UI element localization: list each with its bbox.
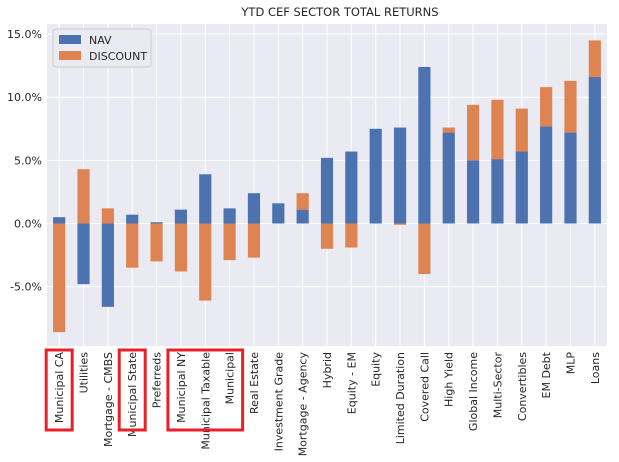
x-tick-label-municipal-ca: Municipal CA (53, 352, 66, 424)
x-tick-label-multi-sector: Multi-Sector (491, 352, 504, 419)
bar-nav-municipal-taxable (199, 174, 212, 224)
bar-discount-em-debt (540, 87, 553, 127)
x-tick-label-municipal-ny: Municipal NY (175, 352, 188, 423)
bar-nav-municipal-ca (53, 217, 66, 224)
bar-discount-mortgage-agency (296, 193, 309, 210)
x-tick-label-preferreds: Preferreds (151, 352, 164, 408)
legend-label-discount: DISCOUNT (89, 50, 147, 63)
bar-nav-municipal (223, 208, 236, 224)
legend-swatch-discount (59, 51, 81, 60)
y-tick-label: 0.0% (14, 218, 42, 231)
highlight-box (117, 348, 147, 432)
bar-discount-global-income (467, 104, 480, 161)
bar-nav-investment-grade (272, 203, 285, 224)
bar-nav-covered-call (418, 66, 431, 224)
bar-nav-limited-duration (393, 127, 407, 224)
bars (53, 40, 601, 333)
y-tick-label: 15.0% (7, 28, 42, 41)
highlight-box (44, 348, 74, 432)
legend-swatch-nav (59, 35, 81, 44)
x-tick-label-mlp: MLP (564, 352, 577, 375)
bar-discount-mortgage-cmbs (101, 208, 114, 224)
highlight-box (166, 348, 245, 432)
bar-nav-equity-em (345, 151, 358, 224)
x-tick-label-mortgage-agency: Mortgage - Agency (297, 352, 310, 457)
bar-nav-mortgage-agency (296, 209, 309, 224)
bar-nav-municipal-ny (174, 209, 187, 224)
bar-nav-high-yield (442, 132, 455, 224)
x-tick-label-limited-duration: Limited Duration (394, 352, 407, 444)
x-tick-label-equity-em: Equity - EM (345, 352, 358, 414)
bar-discount-limited-duration (393, 223, 407, 225)
x-tick-label-municipal: Municipal (224, 352, 237, 404)
bar-discount-equity-em (345, 223, 358, 248)
y-tick-label: 5.0% (14, 154, 42, 167)
bar-discount-mlp (564, 80, 577, 133)
x-tick-label-investment-grade: Investment Grade (272, 352, 285, 452)
bar-nav-utilities (77, 223, 90, 285)
bar-nav-mlp (564, 132, 577, 224)
x-tick-label-equity: Equity (370, 352, 383, 387)
bar-discount-municipal-ny (174, 223, 187, 272)
highlight-boxes (44, 348, 245, 432)
bar-discount-real-estate (247, 223, 261, 258)
bar-discount-loans (588, 40, 601, 78)
y-tick-label: -5.0% (10, 281, 42, 294)
bar-discount-municipal (223, 223, 236, 261)
bar-nav-preferreds (150, 222, 163, 224)
x-tick-label-loans: Loans (589, 352, 602, 384)
chart-title: YTD CEF SECTOR TOTAL RETURNS (240, 5, 438, 19)
x-axis-ticks: Municipal CA Utilities Mortgage - CMBS Muni… (53, 351, 602, 456)
bar-nav-em-debt (540, 126, 553, 224)
legend: NAV DISCOUNT (52, 28, 152, 68)
bar-nav-convertibles (515, 151, 528, 224)
bar-nav-hybrid (320, 157, 334, 224)
bar-nav-global-income (467, 160, 480, 224)
bar-discount-municipal-state (126, 223, 139, 268)
bar-nav-multi-sector (491, 159, 504, 224)
x-tick-label-global-income: Global Income (467, 352, 480, 431)
x-tick-label-utilities: Utilities (78, 352, 91, 394)
x-tick-label-municipal-taxable: Municipal Taxable (199, 352, 212, 450)
y-tick-label: 10.0% (7, 91, 42, 104)
bar-discount-multi-sector (491, 99, 504, 160)
bar-nav-loans (588, 77, 601, 224)
bar-nav-equity (369, 128, 382, 224)
bar-discount-high-yield (442, 127, 455, 133)
bar-nav-municipal-state (126, 214, 139, 224)
bar-discount-hybrid (320, 223, 334, 249)
x-tick-label-high-yield: High Yield (443, 352, 456, 407)
x-tick-label-hybrid: Hybrid (321, 352, 334, 388)
x-tick-label-convertibles: Convertibles (516, 352, 529, 421)
bar-nav-real-estate (247, 193, 261, 224)
bar-discount-municipal-taxable (199, 223, 212, 301)
x-tick-label-municipal-state: Municipal State (126, 352, 139, 437)
bar-nav-mortgage-cmbs (101, 223, 114, 307)
bar-discount-preferreds (150, 223, 163, 262)
x-tick-label-em-debt: EM Debt (540, 351, 553, 398)
x-tick-label-mortgage-cmbs: Mortgage - CMBS (102, 352, 115, 447)
x-tick-label-real-estate: Real Estate (248, 352, 261, 414)
bar-discount-covered-call (418, 223, 431, 275)
legend-label-nav: NAV (89, 34, 112, 47)
bar-discount-convertibles (515, 108, 528, 152)
y-axis-ticks: -5.0% 0.0% 5.0% 10.0% 15.0% (7, 28, 42, 294)
x-tick-label-covered-call: Covered Call (418, 352, 431, 422)
bar-discount-utilities (77, 169, 90, 224)
bar-discount-municipal-ca (53, 223, 66, 333)
